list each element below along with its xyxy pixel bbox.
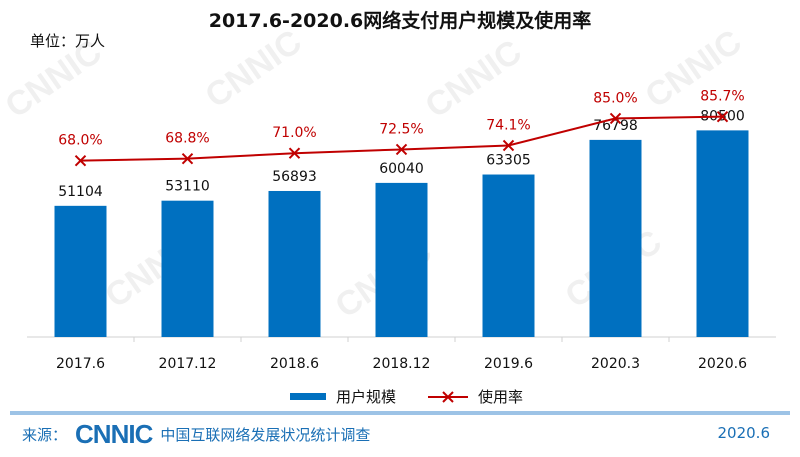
bar-value-label: 53110 [165, 179, 210, 195]
source-label: 来源： [22, 425, 68, 444]
x-tick-label: 2017.6 [56, 356, 105, 372]
legend-line-swatch [428, 390, 469, 403]
report-date: 2020.6 [717, 424, 771, 442]
bar [268, 190, 321, 337]
unit-label: 单位：万人 [30, 32, 106, 50]
rate-label: 74.1% [486, 117, 530, 133]
rate-marker [609, 112, 622, 125]
x-tick-label: 2017.12 [159, 356, 217, 372]
bar [589, 139, 642, 337]
bar [161, 200, 214, 337]
legend-bar-label: 用户规模 [336, 388, 397, 406]
chart-title: 2017.6-2020.6网络支付用户规模及使用率 [208, 10, 592, 32]
rate-label: 72.5% [379, 121, 423, 137]
x-tick-label: 2020.6 [698, 356, 747, 372]
bar [696, 130, 749, 337]
source: 来源： CNNIC 中国互联网络发展状况统计调查 [22, 419, 371, 449]
rate-marker [395, 143, 408, 156]
bar [375, 182, 428, 337]
source-org: 中国互联网络发展状况统计调查 [160, 425, 371, 444]
legend-bar-swatch [290, 393, 326, 400]
legend: 用户规模 使用率 [290, 386, 523, 407]
rate-marker [181, 152, 194, 165]
legend-line-label: 使用率 [478, 388, 524, 406]
bar-value-label: 60040 [379, 161, 424, 177]
cnnic-logo: CNNIC [75, 419, 153, 449]
x-tick-label: 2020.3 [591, 356, 640, 372]
bar-value-label: 76798 [593, 118, 638, 134]
bar [54, 205, 107, 337]
rate-label: 85.7% [700, 89, 744, 105]
rate-marker [74, 154, 87, 167]
rate-label: 71.0% [272, 125, 316, 141]
x-tick-label: 2018.12 [373, 356, 431, 372]
rate-label: 85.0% [593, 90, 637, 106]
rate-label: 68.8% [165, 131, 209, 147]
rate-marker [502, 139, 515, 152]
bar-value-label: 56893 [272, 169, 317, 185]
footer-divider [10, 411, 790, 415]
bar [482, 174, 535, 337]
rate-marker [716, 110, 729, 123]
rate-label: 68.0% [58, 133, 102, 149]
bar-value-label: 63305 [486, 153, 531, 169]
x-tick-label: 2019.6 [484, 356, 533, 372]
bar-value-label: 51104 [58, 184, 103, 200]
rate-marker [288, 147, 301, 159]
x-tick-label: 2018.6 [270, 356, 319, 372]
